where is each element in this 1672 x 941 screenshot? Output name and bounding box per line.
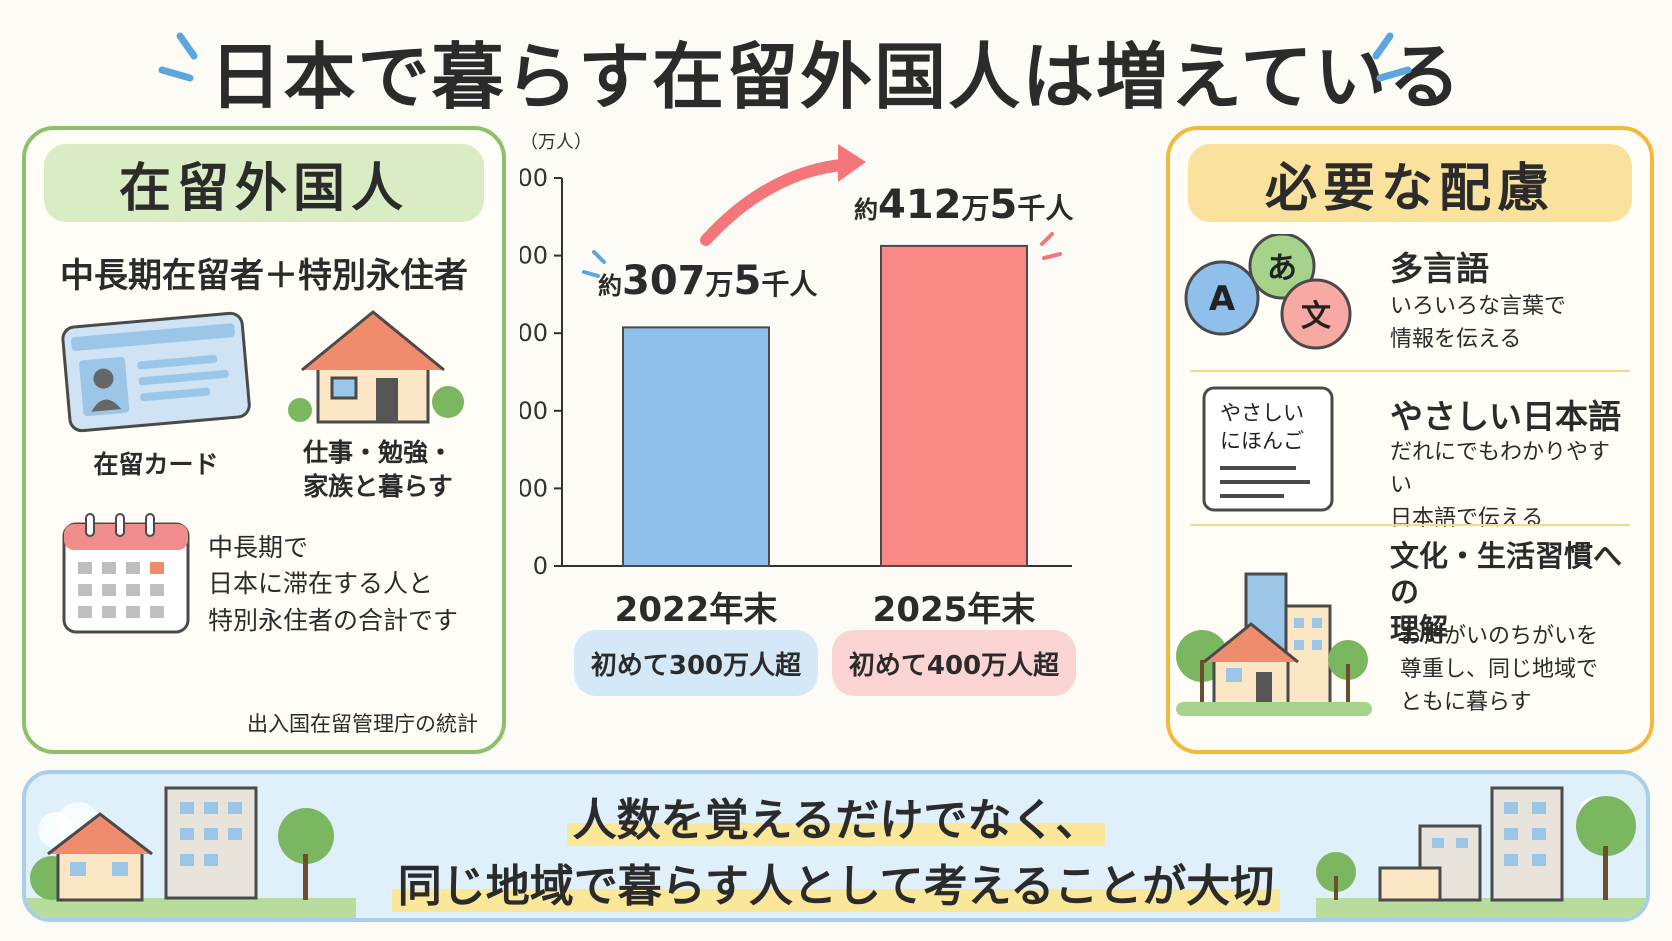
culture-title-line1: 文化・生活習慣への — [1390, 539, 1623, 610]
considerations-panel: 必要な配慮 A あ 文 多言語 いろいろな言葉で 情報を伝える やさしい にほん… — [1166, 126, 1654, 754]
easy-japanese-paper-icon: やさしい にほんご — [1202, 386, 1334, 512]
callout-2022-prefix: 約 — [598, 272, 622, 300]
callout-2025-unit2: 千人 — [1017, 192, 1074, 225]
bar-1 — [880, 244, 1028, 568]
source-note: 出入国在留管理庁の統計 — [247, 712, 478, 736]
callout-2025: 約412万5千人 — [854, 182, 1073, 228]
callout-2025-number2: 5 — [989, 182, 1018, 228]
card-caption: 在留カード — [93, 450, 219, 479]
multilingual-item: A あ 文 多言語 いろいろな言葉で 情報を伝える — [1184, 234, 1630, 366]
easy-japanese-item: やさしい にほんご やさしい日本語 だれにでもわかりやすい 日本語で伝える — [1190, 380, 1630, 531]
growth-arrow-icon — [700, 158, 856, 246]
callout-2022-unit1: 万 — [705, 268, 734, 301]
banner-line1-text: 人数を覚えるだけでなく、 — [566, 795, 1106, 846]
resident-bar-chart: （万人） 0100200300400500 約307万5千人 約412万5千人 … — [520, 130, 1150, 750]
y-tick-label: 400 — [520, 242, 548, 270]
culture-desc: おたがいのちがいを 尊重し、同じ地域で ともに暮らす — [1400, 620, 1598, 719]
callout-2025-number: 412 — [878, 182, 962, 228]
message-banner: 人数を覚えるだけでなく、 同じ地域で暮らす人として考えることが大切 — [22, 770, 1650, 922]
banner-line2-text: 同じ地域で暮らす人として考えることが大切 — [391, 861, 1281, 912]
y-tick-label: 500 — [520, 164, 548, 192]
easy-japanese-desc-line1: だれにでもわかりやすい — [1390, 440, 1611, 498]
banner-town-right-icon — [1316, 786, 1646, 918]
easy-japanese-desc-line2: 日本語で伝える — [1390, 506, 1544, 531]
chart-svg: （万人） 0 100 200 300 400 500 — [520, 132, 1072, 580]
residents-definition: 中長期在留者＋特別永住者 — [60, 256, 468, 296]
speech-bubbles-icon: A あ 文 — [1184, 234, 1352, 350]
bubble-letter-a: A — [1209, 279, 1236, 319]
town-icon — [1176, 572, 1372, 716]
easy-japanese-title: やさしい日本語 — [1390, 397, 1621, 436]
note-line3: 特別永住者の合計です — [208, 605, 459, 635]
sparkle-right-icon — [1372, 32, 1412, 82]
multilingual-desc-line2: 情報を伝える — [1390, 327, 1522, 352]
sparkle-2025-icon — [1040, 232, 1062, 260]
divider-2 — [1190, 524, 1630, 526]
x-label-2025: 2025年末 — [872, 590, 1036, 630]
sparkle-left-icon — [158, 32, 198, 82]
pill-2025: 初めて400万人超 — [832, 630, 1076, 696]
x-label-2022: 2022年末 — [614, 590, 778, 630]
callout-2022: 約307万5千人 — [598, 258, 817, 304]
culture-title: 文化・生活習慣への 理解 — [1390, 538, 1630, 647]
paper-text-line2: にほんご — [1220, 429, 1304, 453]
multilingual-desc-line1: いろいろな言葉で — [1390, 294, 1567, 319]
house-caption: 仕事・勉強・ 家族と暮らす — [288, 436, 468, 504]
callout-2022-number: 307 — [622, 258, 706, 304]
easy-japanese-desc: だれにでもわかりやすい 日本語で伝える — [1390, 436, 1630, 535]
y-tick-label: 0 — [533, 552, 548, 580]
multilingual-title: 多言語 — [1390, 249, 1489, 288]
calendar-icon — [62, 513, 190, 634]
multilingual-desc: いろいろな言葉で 情報を伝える — [1390, 290, 1566, 356]
residents-heading: 在留外国人 — [44, 144, 484, 222]
note-line1: 中長期で — [208, 533, 309, 562]
culture-desc-line2: 尊重し、同じ地域で — [1400, 657, 1599, 682]
culture-title-line2: 理解 — [1390, 611, 1449, 646]
residents-panel: 在留外国人 中長期在留者＋特別永住者 在留カード 仕事・勉強・ 家族と暮らす — [22, 126, 506, 754]
banner-town-left-icon — [26, 786, 356, 918]
culture-desc-line3: ともに暮らす — [1400, 690, 1532, 715]
considerations-heading: 必要な配慮 — [1188, 144, 1632, 222]
callout-2025-unit1: 万 — [961, 192, 990, 225]
y-tick-label: 100 — [520, 474, 548, 502]
y-tick-label: 200 — [520, 397, 548, 425]
y-axis-unit: （万人） — [520, 132, 592, 153]
divider-1 — [1190, 370, 1630, 372]
pill-2022: 初めて300万人超 — [574, 630, 818, 696]
residents-note: 中長期で 日本に滞在する人と 特別永住者の合計です — [208, 530, 458, 639]
callout-2025-prefix: 約 — [854, 196, 878, 224]
house-caption-line2: 家族と暮らす — [303, 471, 453, 501]
callout-2022-number2: 5 — [733, 258, 762, 304]
culture-desc-line1: おたがいのちがいを — [1400, 624, 1599, 649]
paper-text-line1: やさしい — [1220, 401, 1304, 425]
house-caption-line1: 仕事・勉強・ — [302, 438, 453, 467]
culture-item: 文化・生活習慣への 理解 おたがいのちがいを 尊重し、同じ地域で ともに暮らす — [1176, 532, 1630, 742]
banner-line2: 同じ地域で暮らす人として考えることが大切 — [26, 850, 1646, 914]
bubble-letter-hiragana: あ — [1267, 251, 1297, 286]
bubble-letter-kanji: 文 — [1301, 299, 1331, 334]
sparkle-2022-icon — [582, 250, 606, 278]
house-icon — [288, 310, 464, 424]
page-title: 日本で暮らす在留外国人は増えている — [209, 35, 1463, 119]
note-line2: 日本に滞在する人と — [208, 569, 434, 599]
callout-2022-unit2: 千人 — [761, 268, 818, 301]
y-tick-label: 300 — [520, 319, 548, 347]
banner-line1: 人数を覚えるだけでなく、 — [26, 784, 1646, 848]
bar-0 — [622, 326, 770, 567]
residence-card-icon — [61, 311, 251, 433]
growth-arrow-head-icon — [838, 144, 866, 182]
